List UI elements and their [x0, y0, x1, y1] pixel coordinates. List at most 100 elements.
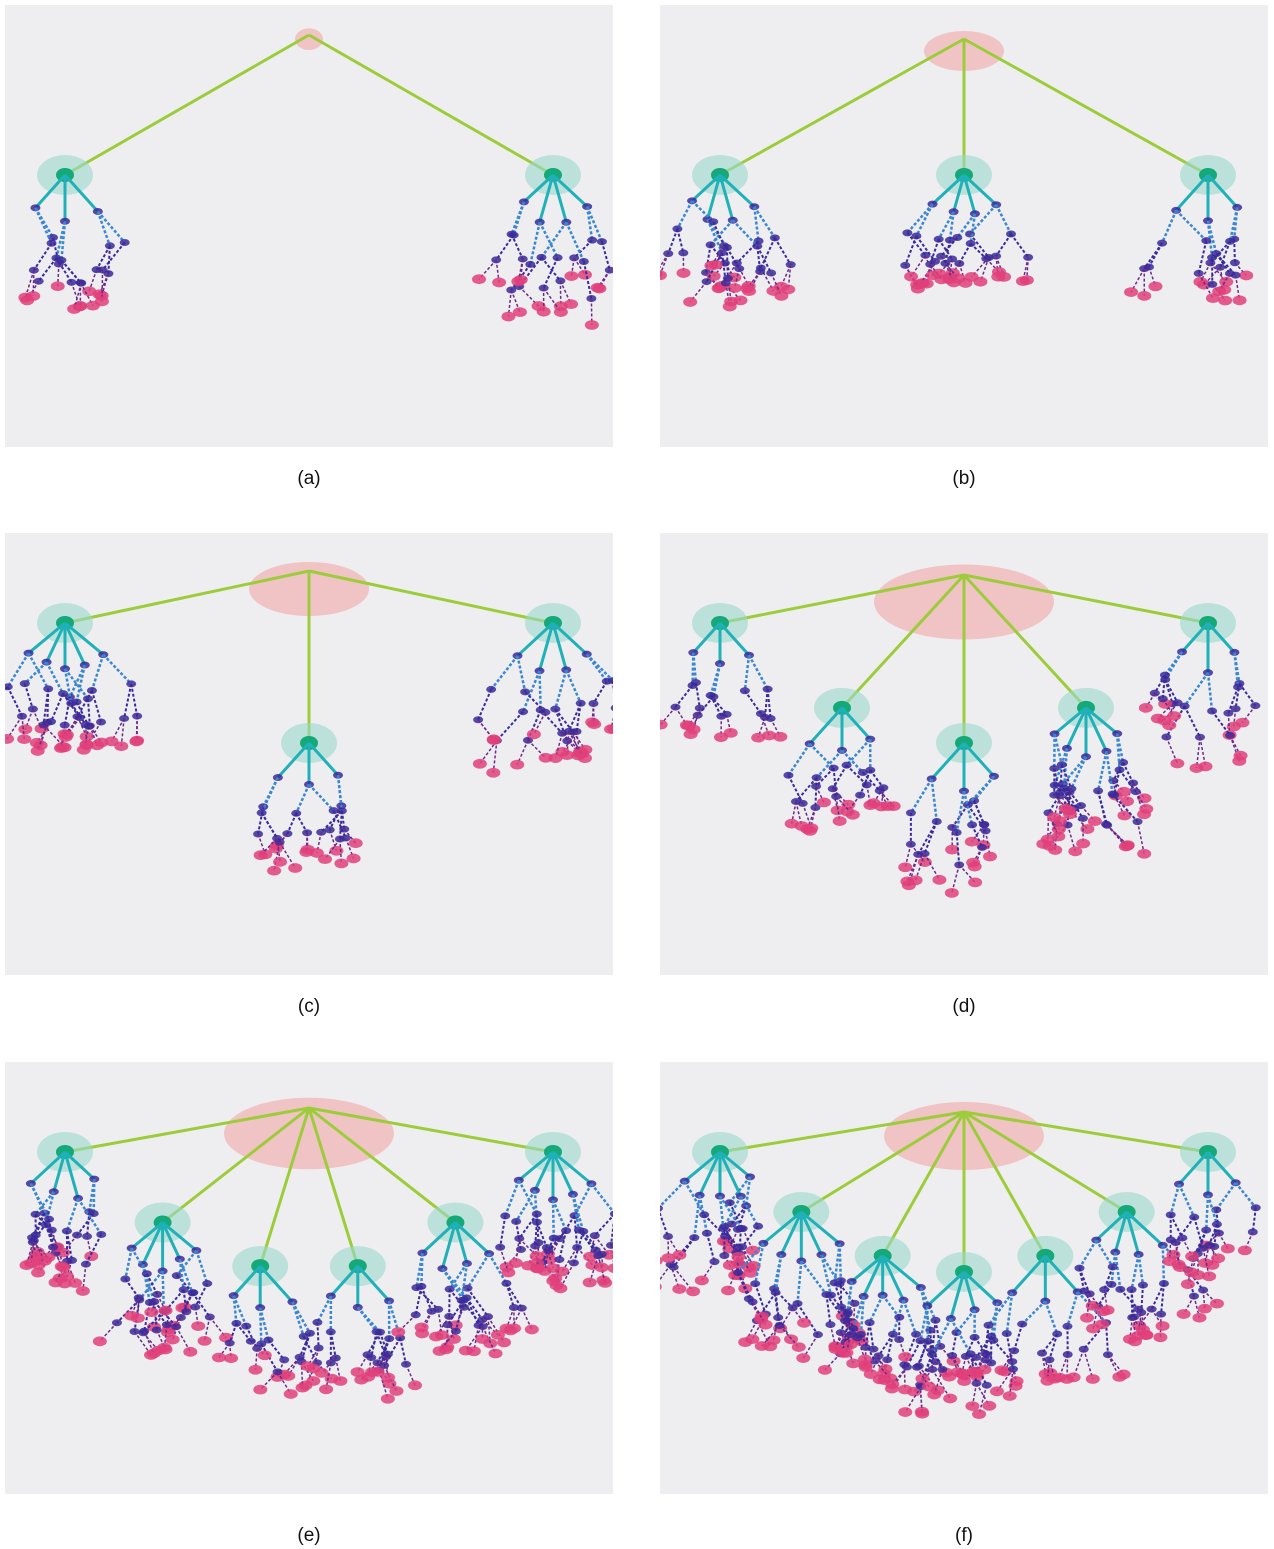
edge	[317, 1296, 330, 1322]
edge	[65, 35, 309, 175]
node	[142, 1270, 152, 1277]
edge	[47, 689, 48, 723]
node	[611, 705, 613, 712]
edge	[195, 1284, 207, 1307]
node	[144, 1307, 158, 1317]
node	[740, 284, 754, 294]
node	[1051, 832, 1065, 842]
node	[183, 1347, 197, 1357]
node	[660, 1282, 662, 1292]
edge	[334, 811, 346, 838]
node	[1167, 711, 1181, 721]
node	[389, 1386, 403, 1396]
node	[740, 687, 750, 694]
edge	[1022, 1301, 1045, 1324]
node	[595, 1263, 609, 1273]
node	[49, 1278, 63, 1288]
node	[349, 838, 363, 848]
edge	[540, 671, 541, 710]
node	[755, 1311, 769, 1321]
edge	[519, 1180, 537, 1214]
node	[253, 1385, 267, 1395]
node	[501, 1268, 515, 1278]
node	[67, 304, 81, 314]
node	[1211, 1253, 1225, 1263]
edge	[587, 654, 613, 680]
edge	[77, 665, 85, 702]
panel-b	[660, 5, 1268, 447]
node	[530, 1263, 544, 1273]
edge	[1165, 652, 1182, 675]
node	[844, 1340, 858, 1350]
node	[284, 1389, 298, 1399]
node	[672, 1250, 686, 1260]
node	[93, 1336, 107, 1346]
node	[1221, 1244, 1235, 1254]
node	[912, 1364, 922, 1371]
node	[578, 270, 592, 280]
node	[898, 862, 912, 872]
edge	[887, 1334, 893, 1359]
node	[437, 1265, 447, 1272]
node	[774, 291, 788, 301]
edge	[1014, 1324, 1022, 1351]
node	[288, 863, 302, 873]
edge	[1208, 673, 1212, 711]
node	[731, 1252, 745, 1262]
node	[246, 1338, 256, 1345]
node	[585, 320, 599, 330]
node	[475, 1334, 489, 1344]
node	[855, 792, 865, 799]
edge	[602, 242, 610, 271]
edge	[1194, 1217, 1203, 1248]
node	[433, 1346, 447, 1356]
edge	[39, 258, 57, 281]
node	[972, 1409, 986, 1419]
node	[157, 1343, 171, 1353]
node	[86, 301, 100, 311]
node	[258, 1350, 272, 1360]
edge	[939, 212, 954, 239]
node	[797, 1318, 811, 1328]
node	[1139, 703, 1153, 713]
node	[902, 1364, 912, 1371]
node	[191, 1321, 205, 1331]
node	[1117, 811, 1131, 821]
node	[990, 1386, 1004, 1396]
edge	[593, 681, 606, 703]
edge	[755, 1284, 766, 1314]
node	[1047, 812, 1061, 822]
edge	[131, 684, 137, 716]
node	[18, 724, 32, 734]
edge	[1236, 1183, 1256, 1208]
node	[334, 858, 348, 868]
node	[1156, 1321, 1170, 1331]
node	[926, 270, 940, 280]
node	[114, 741, 128, 751]
node	[537, 307, 551, 317]
node	[94, 738, 108, 748]
node	[660, 720, 668, 730]
node	[1055, 789, 1065, 796]
node	[804, 823, 818, 833]
edge	[1045, 1301, 1057, 1334]
node	[509, 1258, 523, 1268]
node	[1120, 796, 1134, 806]
edge	[569, 703, 581, 731]
node	[273, 857, 287, 867]
node	[1193, 277, 1207, 287]
edge	[1163, 1245, 1164, 1283]
edge	[870, 1323, 874, 1349]
node	[927, 1390, 941, 1400]
node	[171, 1323, 181, 1330]
node	[66, 700, 76, 707]
node	[745, 1334, 759, 1344]
node	[1157, 240, 1167, 247]
node	[686, 1286, 700, 1296]
node	[1202, 1271, 1216, 1281]
edge	[1149, 243, 1162, 267]
edge	[518, 656, 526, 692]
node	[817, 797, 831, 807]
panel-c	[5, 533, 613, 975]
node	[411, 1284, 421, 1291]
